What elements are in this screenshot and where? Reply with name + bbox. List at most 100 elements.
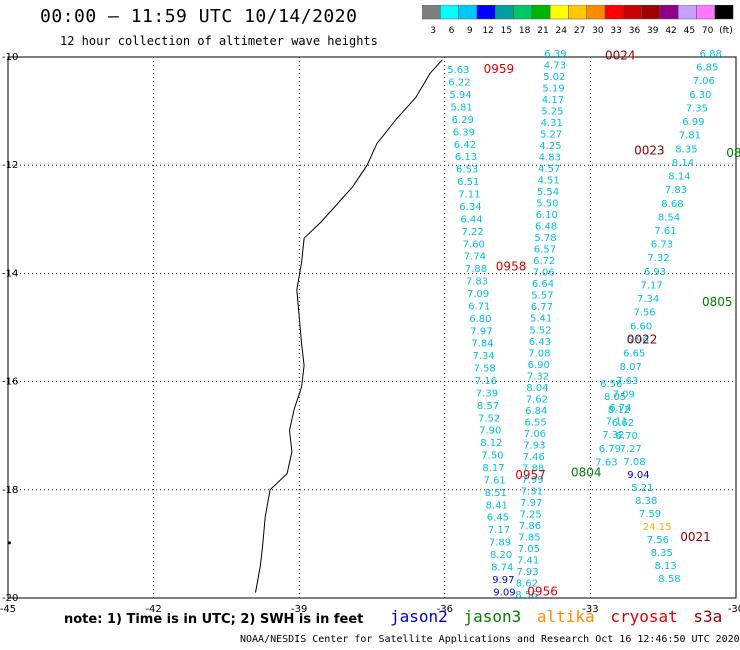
wave-height-label: 9.04 (627, 470, 649, 481)
wave-height-label: 6.96 (627, 335, 649, 346)
wave-height-label: 7.52 (478, 413, 500, 424)
wave-height-label: 8.35 (675, 144, 697, 155)
wave-height-label: 8.58 (658, 574, 680, 585)
colorbar-label: 12 (482, 26, 493, 36)
wave-height-label: 7.88 (465, 264, 487, 275)
wave-height-label: 6.55 (525, 417, 547, 428)
wave-height-label: 8.56 (515, 590, 537, 601)
wave-height-label: 7.63 (595, 458, 617, 469)
island-dot (7, 541, 11, 545)
wave-height-label: 5.27 (540, 130, 562, 141)
colorbar-label: 18 (519, 26, 531, 36)
pass-time-label: 0805 (702, 295, 733, 309)
wave-height-label: 8.68 (661, 199, 683, 210)
wave-height-label: 6.93 (644, 267, 666, 278)
colorbar-label: 30 (592, 26, 604, 36)
wave-height-label: 6.73 (651, 240, 673, 251)
wave-height-label: 8.14 (672, 158, 694, 169)
pass-time-label: 0021 (680, 530, 711, 544)
x-tick-label: -39 (291, 604, 307, 615)
x-tick-label: -33 (582, 604, 598, 615)
wave-height-label: 8.20 (490, 550, 512, 561)
colorbar-label: 70 (702, 26, 714, 36)
wave-height-label: 7.56 (647, 535, 669, 546)
bottom-note: note: 1) Time is in UTC; 2) SWH is in fe… (64, 612, 364, 627)
wave-height-label: 7.61 (484, 475, 506, 486)
wave-height-label: 5.94 (449, 90, 471, 101)
wave-height-label: 8.12 (608, 405, 630, 416)
colorbar-label: 42 (665, 26, 676, 36)
wave-height-label: 7.89 (489, 538, 511, 549)
colorbar-label: 45 (684, 26, 695, 36)
wave-height-label: 6.57 (534, 245, 556, 256)
credit-line: NOAA/NESDIS Center for Satellite Applica… (240, 634, 740, 645)
x-tick-label: -36 (437, 604, 453, 615)
wave-height-label: 7.56 (634, 308, 656, 319)
pass-time-label: 0959 (484, 62, 515, 76)
wave-height-label: 8.04 (526, 383, 548, 394)
colorbar-label: 27 (574, 26, 585, 36)
pass-time-label: 0804 (571, 465, 602, 479)
wave-height-label: 4.17 (542, 95, 564, 106)
wave-height-label: 7.97 (520, 498, 542, 509)
legend-cryosat: cryosat (610, 607, 678, 626)
wave-height-label: 7.83 (665, 185, 687, 196)
wave-height-label: 6.45 (487, 513, 509, 524)
wave-height-label: 5.54 (537, 187, 559, 198)
wave-height-label: 8.51 (485, 488, 507, 499)
wave-height-label: 6.39 (453, 127, 475, 138)
wave-height-label: 24.15 (643, 522, 672, 533)
wave-height-label: 7.41 (517, 556, 539, 567)
wave-height-label: 8.17 (482, 463, 504, 474)
wave-height-label: 8.05 (604, 392, 626, 403)
colorbar-label: 15 (501, 26, 512, 36)
wave-height-label: 8.07 (620, 362, 642, 373)
wave-height-label: 7.93 (523, 440, 545, 451)
wave-height-label: 6.34 (459, 202, 481, 213)
page-subtitle: 12 hour collection of altimeter wave hei… (60, 34, 378, 48)
wave-height-label: 6.79 (599, 444, 621, 455)
wave-height-label: 6.10 (536, 210, 558, 221)
wave-height-label: 7.85 (518, 532, 540, 543)
x-tick-label: -45 (0, 604, 16, 615)
wave-height-label: 6.70 (616, 431, 638, 442)
pass-time-label: 0957 (515, 468, 546, 482)
wave-height-label: 7.90 (479, 426, 501, 437)
colorbar-label: 24 (556, 26, 568, 36)
wave-height-label: 7.11 (606, 417, 628, 428)
wave-height-label: 7.34 (637, 294, 659, 305)
wave-height-label: 7.39 (476, 388, 498, 399)
y-tick-label: -12 (2, 160, 18, 171)
wave-height-label: 6.80 (469, 314, 491, 325)
colorbar-label: 21 (537, 26, 548, 36)
wave-height-label: 5.41 (530, 314, 552, 325)
wave-height-label: 7.83 (466, 277, 488, 288)
wave-height-label: 5.25 (541, 107, 563, 118)
wave-height-label: 7.63 (616, 376, 638, 387)
colorbar-label: 36 (629, 26, 641, 36)
wave-height-label: 7.09 (467, 289, 489, 300)
wave-height-label: 6.99 (682, 117, 704, 128)
wave-height-label: 7.31 (521, 486, 543, 497)
wave-height-label: 8.14 (668, 172, 690, 183)
wave-height-label: 5.50 (536, 199, 558, 210)
wave-height-label: 5.81 (451, 103, 473, 114)
wave-height-label: 8.54 (658, 212, 680, 223)
wave-height-label: 7.86 (519, 521, 541, 532)
wave-height-label: 6.29 (452, 115, 474, 126)
wave-height-label: 4.83 (539, 153, 561, 164)
wave-height-label: 7.16 (475, 376, 497, 387)
wave-height-label: 7.61 (654, 226, 676, 237)
wave-height-label: 7.32 (527, 371, 549, 382)
wave-height-label: 7.88 (522, 463, 544, 474)
colorbar-label: 33 (610, 26, 621, 36)
wave-height-label: 6.90 (528, 360, 550, 371)
wave-height-label: 7.50 (481, 451, 503, 462)
y-tick-label: -10 (2, 52, 18, 63)
pass-time-label: 0024 (605, 49, 636, 63)
wave-height-label: 6.60 (630, 321, 652, 332)
wave-height-label: 6.13 (455, 152, 477, 163)
wave-height-label: 6.43 (529, 337, 551, 348)
wave-height-label: 7.97 (470, 326, 492, 337)
wave-height-label: 7.60 (463, 239, 485, 250)
